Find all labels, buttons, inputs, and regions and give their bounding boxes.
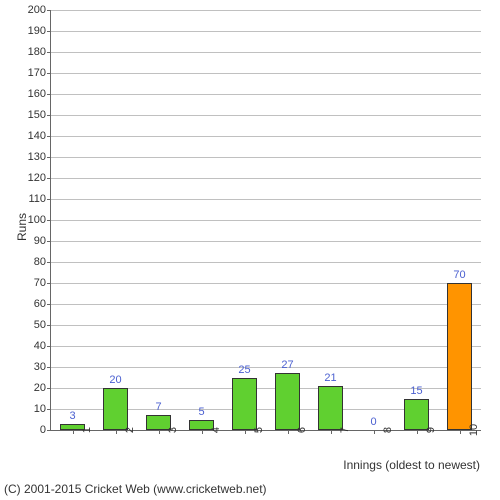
x-tick-label: 9 [417, 427, 437, 433]
y-tick [47, 115, 51, 116]
x-tick [460, 430, 461, 434]
gridline [51, 178, 481, 179]
x-tick-label: 7 [331, 427, 351, 433]
gridline [51, 73, 481, 74]
x-tick-label: 1 [73, 427, 93, 433]
y-tick [47, 94, 51, 95]
y-tick [47, 283, 51, 284]
x-tick [73, 430, 74, 434]
gridline [51, 199, 481, 200]
x-tick [288, 430, 289, 434]
gridline [51, 10, 481, 11]
x-tick-label: 3 [159, 427, 179, 433]
bar [447, 283, 473, 430]
gridline [51, 115, 481, 116]
y-tick [47, 430, 51, 431]
x-tick-label: 5 [245, 427, 265, 433]
y-tick [47, 10, 51, 11]
gridline [51, 367, 481, 368]
bar-value-label: 20 [109, 374, 121, 386]
y-tick [47, 199, 51, 200]
x-tick [417, 430, 418, 434]
x-tick [374, 430, 375, 434]
x-tick-label: 10 [460, 424, 480, 436]
gridline [51, 325, 481, 326]
gridline [51, 241, 481, 242]
y-tick [47, 241, 51, 242]
plot-area: 0102030405060708090100110120130140150160… [50, 10, 481, 431]
bar-value-label: 7 [155, 401, 161, 413]
x-axis-label: Innings (oldest to newest) [343, 458, 480, 472]
y-tick [47, 136, 51, 137]
x-tick [116, 430, 117, 434]
x-tick [159, 430, 160, 434]
gridline [51, 220, 481, 221]
y-tick [47, 325, 51, 326]
bar-value-label: 15 [410, 385, 422, 397]
y-tick [47, 304, 51, 305]
y-tick [47, 346, 51, 347]
y-tick [47, 31, 51, 32]
y-tick [47, 367, 51, 368]
y-tick [47, 220, 51, 221]
y-axis-label: Runs [15, 213, 29, 241]
y-tick [47, 157, 51, 158]
bar [318, 386, 344, 430]
bar-value-label: 5 [198, 406, 204, 418]
bar [232, 378, 258, 431]
gridline [51, 304, 481, 305]
bar [275, 373, 301, 430]
x-tick-label: 8 [374, 427, 394, 433]
x-tick-label: 6 [288, 427, 308, 433]
gridline [51, 31, 481, 32]
gridline [51, 157, 481, 158]
bar-value-label: 25 [238, 364, 250, 376]
bar [103, 388, 129, 430]
bar-value-label: 3 [69, 410, 75, 422]
x-tick [331, 430, 332, 434]
x-tick-label: 4 [202, 427, 222, 433]
gridline [51, 52, 481, 53]
y-tick [47, 409, 51, 410]
x-tick [245, 430, 246, 434]
chart-container: 0102030405060708090100110120130140150160… [0, 0, 500, 500]
bar-value-label: 21 [324, 372, 336, 384]
bar [404, 399, 430, 431]
gridline [51, 283, 481, 284]
bar-value-label: 27 [281, 359, 293, 371]
y-tick [47, 178, 51, 179]
y-tick [47, 388, 51, 389]
y-tick [47, 73, 51, 74]
y-tick [47, 52, 51, 53]
y-tick [47, 262, 51, 263]
bar-value-label: 70 [453, 269, 465, 281]
gridline [51, 346, 481, 347]
x-tick-label: 2 [116, 427, 136, 433]
x-tick [202, 430, 203, 434]
copyright-footer: (C) 2001-2015 Cricket Web (www.cricketwe… [4, 482, 267, 496]
gridline [51, 136, 481, 137]
gridline [51, 262, 481, 263]
gridline [51, 94, 481, 95]
